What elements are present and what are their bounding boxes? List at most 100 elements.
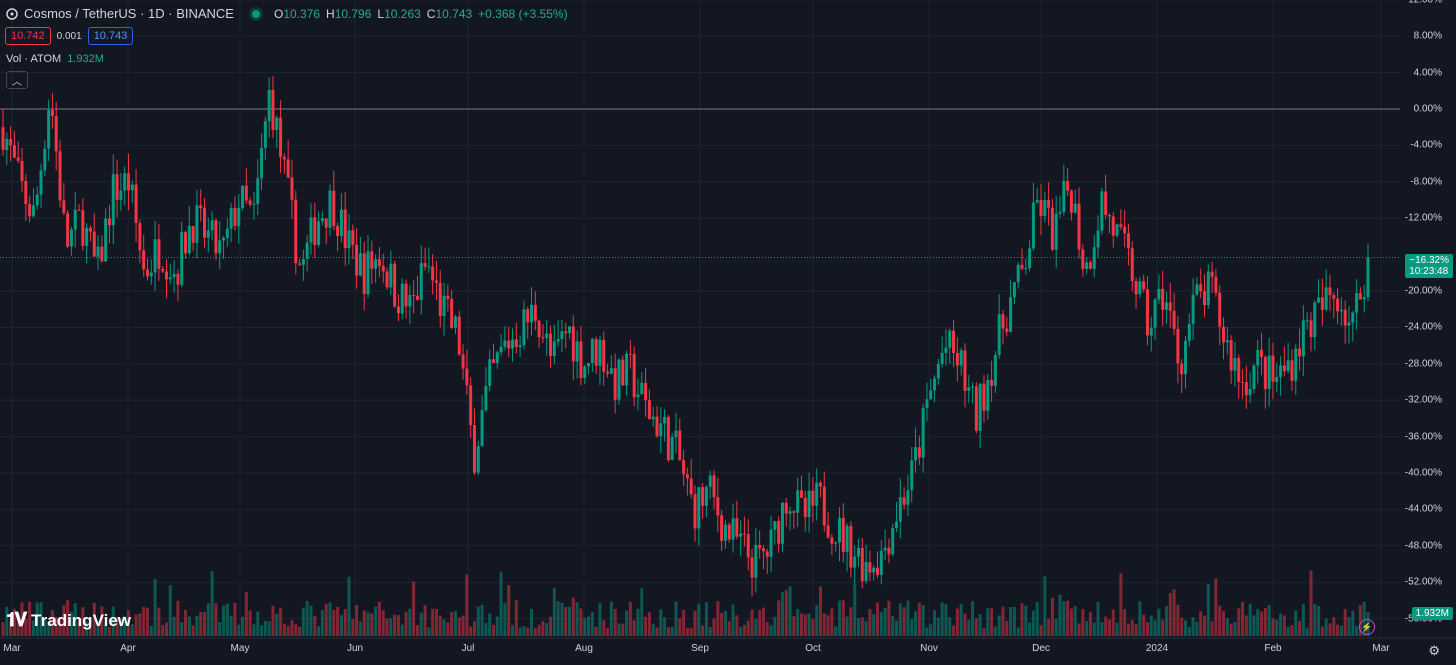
candle-body — [1244, 382, 1248, 396]
candle-body — [1271, 355, 1275, 382]
candle-body — [233, 208, 237, 227]
candle-body — [1286, 360, 1290, 372]
volume-bar — [24, 618, 28, 636]
candle-body — [1210, 271, 1214, 277]
volume-bar — [868, 609, 872, 636]
candle-body — [43, 148, 47, 171]
candle-body — [301, 259, 305, 265]
volume-bar — [678, 617, 682, 636]
candle-body — [472, 425, 476, 473]
symbol-legend[interactable]: Cosmos / TetherUS · 1D · BINANCE O10.376… — [6, 6, 568, 21]
time-tick-label: Oct — [805, 643, 821, 654]
volume-bar — [879, 612, 883, 636]
volume-bar — [111, 606, 115, 636]
symbol-title[interactable]: Cosmos / TetherUS · 1D · BINANCE — [24, 6, 234, 21]
candle-body — [841, 517, 845, 552]
volume-bar — [43, 617, 47, 636]
volume-bar — [1328, 623, 1332, 636]
candle-body — [780, 502, 784, 544]
volume-bar — [777, 600, 781, 636]
volume-bar — [929, 624, 933, 636]
volume-bar — [488, 613, 492, 636]
candle-body — [267, 89, 271, 122]
volume-bar — [1320, 626, 1324, 636]
volume-bar — [279, 607, 283, 636]
volume-bar — [1031, 610, 1035, 636]
candle-body — [107, 218, 111, 226]
candle-body — [1153, 299, 1157, 328]
volume-bar — [731, 604, 735, 636]
volume-bar — [940, 602, 944, 636]
volume-bar — [1237, 608, 1241, 636]
volume-bar — [891, 615, 895, 636]
volume-bar — [294, 624, 298, 636]
volume-bar — [902, 607, 906, 636]
candle-body — [92, 231, 96, 257]
candle-body — [1320, 297, 1324, 310]
volume-bar — [1362, 601, 1366, 636]
volume-bar — [636, 609, 640, 636]
price-tick-label: -20.00% — [1404, 285, 1442, 297]
candle-body — [556, 339, 560, 342]
tradingview-logo[interactable]: 𝟏𝐕 TradingView — [6, 610, 131, 632]
volume-bar — [906, 600, 910, 636]
gear-icon[interactable]: ⚙ — [1428, 643, 1440, 658]
candle-body — [1176, 328, 1180, 364]
candle-body — [1054, 213, 1058, 250]
candle-body — [872, 567, 876, 573]
volume-bar — [157, 607, 161, 636]
volume-bar — [153, 578, 157, 636]
volume-bar — [818, 586, 822, 636]
volume-bar — [830, 608, 834, 636]
volume-bar — [510, 625, 514, 636]
candle-body — [526, 309, 530, 323]
volume-bar — [442, 619, 446, 636]
volume-bar — [1252, 615, 1256, 636]
time-tick-label: Sep — [691, 643, 709, 654]
candle-body — [1161, 288, 1165, 310]
volume-bar — [530, 608, 534, 636]
volume-legend[interactable]: Vol · ATOM 1.932M — [6, 53, 104, 65]
time-tick-label: Nov — [920, 643, 938, 654]
collapse-legend-button[interactable]: ︿ — [6, 71, 28, 89]
volume-bar — [453, 610, 457, 636]
candle-body — [499, 346, 503, 353]
buy-price-button[interactable]: 10.743 — [87, 27, 134, 45]
volume-bar — [271, 605, 275, 636]
candle-body — [457, 316, 461, 355]
volume-bar — [887, 600, 891, 636]
volume-bar — [66, 600, 70, 636]
candle-body — [377, 259, 381, 266]
candle-body — [1233, 358, 1237, 371]
volume-bar — [503, 603, 507, 636]
volume-bar — [408, 608, 412, 636]
candle-body — [286, 159, 290, 178]
candle-body — [1187, 323, 1191, 341]
current-pct: −16.32% — [1409, 255, 1449, 266]
lightning-icon[interactable]: ⚡ — [1359, 619, 1375, 635]
candle-body — [1366, 257, 1370, 298]
volume-bar — [206, 603, 210, 636]
volume-bar — [1157, 608, 1161, 636]
candle-body — [336, 226, 340, 237]
candle-body — [1222, 326, 1226, 343]
volume-bar — [689, 627, 693, 636]
volume-bar — [47, 621, 51, 636]
volume-bar — [184, 609, 188, 636]
volume-bar — [149, 625, 153, 636]
trade-buttons: 10.742 0.001 10.743 — [5, 27, 134, 45]
volume-bar — [773, 616, 777, 636]
candle-body — [191, 225, 195, 243]
sell-price-button[interactable]: 10.742 — [5, 27, 51, 45]
candle-body — [1279, 365, 1283, 377]
volume-bar — [161, 624, 165, 636]
market-status-icon[interactable] — [251, 9, 260, 18]
candle-body — [54, 115, 58, 152]
volume-bar — [910, 619, 914, 636]
volume-bar — [609, 601, 613, 636]
candle-body — [1123, 227, 1127, 234]
candle-body — [419, 263, 423, 300]
volume-bar — [286, 625, 290, 636]
candle-body — [1203, 291, 1207, 306]
